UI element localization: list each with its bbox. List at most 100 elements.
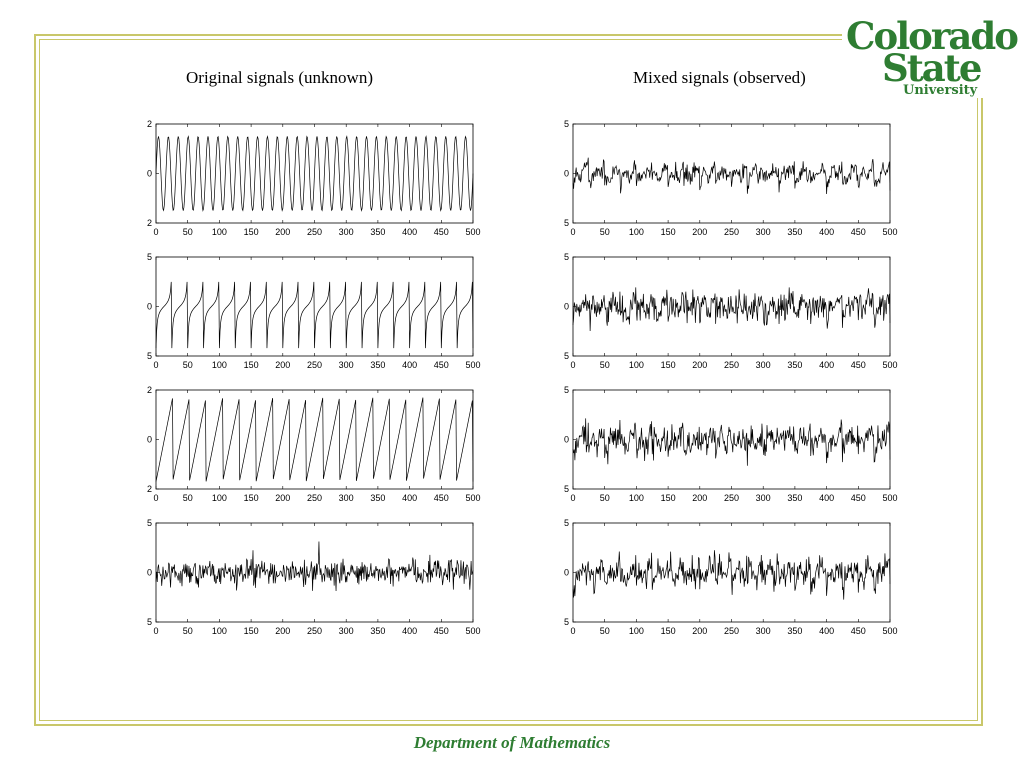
x-tick-label: 250 xyxy=(724,493,739,503)
x-tick-label: 300 xyxy=(339,227,354,237)
x-tick-label: 150 xyxy=(244,360,259,370)
x-tick-label: 450 xyxy=(851,493,866,503)
y-tick-label: 2 xyxy=(147,484,152,494)
y-tick-label: 5 xyxy=(564,252,569,262)
y-tick-label: 5 xyxy=(147,518,152,528)
x-tick-label: 500 xyxy=(465,493,480,503)
slide-frame-inner xyxy=(39,39,978,721)
x-tick-label: 150 xyxy=(244,227,259,237)
x-tick-label: 100 xyxy=(212,626,227,636)
y-tick-label: 0 xyxy=(147,169,152,179)
x-tick-label: 0 xyxy=(153,360,158,370)
signal-line-right-2 xyxy=(572,418,891,466)
x-tick-label: 50 xyxy=(183,493,193,503)
signal-line-right-3 xyxy=(572,550,891,600)
x-tick-label: 0 xyxy=(570,227,575,237)
x-tick-label: 500 xyxy=(465,227,480,237)
signal-line-right-0 xyxy=(572,157,891,195)
x-tick-label: 200 xyxy=(692,360,707,370)
x-tick-label: 400 xyxy=(402,493,417,503)
x-tick-label: 100 xyxy=(629,227,644,237)
y-tick-label: 5 xyxy=(564,617,569,627)
y-tick-label: 2 xyxy=(147,119,152,129)
x-tick-label: 500 xyxy=(882,360,897,370)
x-tick-label: 350 xyxy=(787,626,802,636)
x-tick-label: 100 xyxy=(629,360,644,370)
x-tick-label: 100 xyxy=(629,626,644,636)
right-column-title: Mixed signals (observed) xyxy=(633,68,806,87)
signal-line-left-2 xyxy=(155,397,474,482)
y-tick-label: 0 xyxy=(147,568,152,578)
x-tick-label: 150 xyxy=(244,493,259,503)
x-tick-label: 200 xyxy=(275,626,290,636)
x-tick-label: 500 xyxy=(882,493,897,503)
y-tick-label: 5 xyxy=(147,252,152,262)
x-tick-label: 150 xyxy=(661,360,676,370)
y-tick-label: 5 xyxy=(564,351,569,361)
y-tick-label: 0 xyxy=(564,169,569,179)
x-tick-label: 0 xyxy=(153,493,158,503)
x-tick-label: 350 xyxy=(370,227,385,237)
logo-text-line3: University xyxy=(903,83,978,98)
x-tick-label: 50 xyxy=(600,360,610,370)
x-tick-label: 450 xyxy=(851,626,866,636)
x-tick-label: 150 xyxy=(661,227,676,237)
x-tick-label: 50 xyxy=(183,626,193,636)
x-tick-label: 500 xyxy=(465,360,480,370)
x-tick-label: 400 xyxy=(819,626,834,636)
x-tick-label: 100 xyxy=(629,493,644,503)
x-tick-label: 250 xyxy=(724,360,739,370)
x-tick-label: 0 xyxy=(570,360,575,370)
x-tick-label: 200 xyxy=(275,227,290,237)
x-tick-label: 200 xyxy=(692,626,707,636)
x-tick-label: 350 xyxy=(787,227,802,237)
x-tick-label: 0 xyxy=(153,227,158,237)
x-tick-label: 200 xyxy=(692,227,707,237)
x-tick-label: 300 xyxy=(339,626,354,636)
x-tick-label: 350 xyxy=(370,626,385,636)
slide-frame-outer xyxy=(34,34,983,726)
x-tick-label: 350 xyxy=(370,493,385,503)
x-tick-label: 500 xyxy=(882,227,897,237)
x-tick-label: 300 xyxy=(756,626,771,636)
y-tick-label: 2 xyxy=(147,218,152,228)
y-tick-label: 5 xyxy=(564,385,569,395)
x-tick-label: 50 xyxy=(600,493,610,503)
x-tick-label: 250 xyxy=(724,227,739,237)
x-tick-label: 350 xyxy=(787,493,802,503)
x-tick-label: 450 xyxy=(434,626,449,636)
x-tick-label: 200 xyxy=(275,493,290,503)
x-tick-label: 300 xyxy=(339,360,354,370)
x-tick-label: 400 xyxy=(402,227,417,237)
x-tick-label: 500 xyxy=(882,626,897,636)
x-tick-label: 250 xyxy=(307,493,322,503)
x-tick-label: 50 xyxy=(183,227,193,237)
signal-line-left-1 xyxy=(155,281,474,349)
y-tick-label: 2 xyxy=(147,385,152,395)
left-column-title: Original signals (unknown) xyxy=(186,68,373,87)
logo-text-line1: Colorado xyxy=(846,14,1019,58)
y-tick-label: 5 xyxy=(564,119,569,129)
x-tick-label: 450 xyxy=(434,360,449,370)
y-tick-label: 5 xyxy=(147,617,152,627)
x-tick-label: 50 xyxy=(183,360,193,370)
x-tick-label: 100 xyxy=(212,493,227,503)
x-tick-label: 100 xyxy=(212,360,227,370)
x-tick-label: 50 xyxy=(600,227,610,237)
x-tick-label: 150 xyxy=(661,626,676,636)
y-tick-label: 0 xyxy=(564,435,569,445)
x-tick-label: 250 xyxy=(724,626,739,636)
x-tick-label: 300 xyxy=(756,493,771,503)
x-tick-label: 450 xyxy=(851,227,866,237)
x-tick-label: 0 xyxy=(570,493,575,503)
y-tick-label: 5 xyxy=(564,518,569,528)
y-tick-label: 5 xyxy=(147,351,152,361)
x-tick-label: 400 xyxy=(402,360,417,370)
x-tick-label: 50 xyxy=(600,626,610,636)
x-tick-label: 450 xyxy=(851,360,866,370)
x-tick-label: 0 xyxy=(570,626,575,636)
x-tick-label: 300 xyxy=(756,227,771,237)
x-tick-label: 450 xyxy=(434,227,449,237)
x-tick-label: 100 xyxy=(212,227,227,237)
